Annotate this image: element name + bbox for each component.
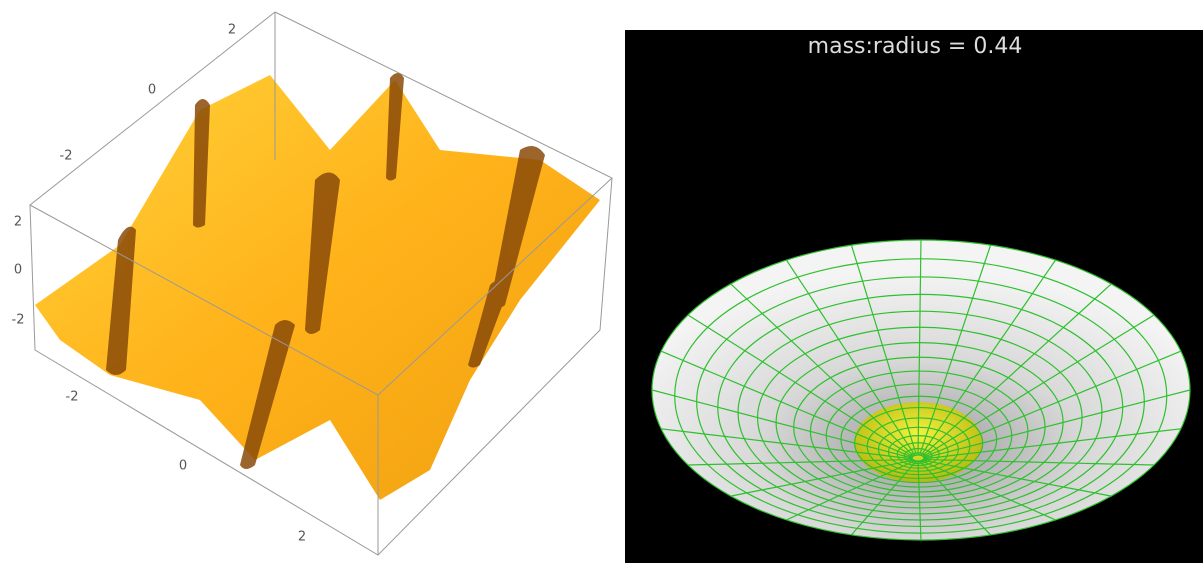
tick-label: 0 — [14, 263, 22, 278]
tick-label: 0 — [148, 83, 156, 98]
right-plot: mass:radius = 0.44 — [625, 30, 1203, 563]
tick-label: -2 — [60, 149, 73, 164]
tick-label: -2 — [66, 390, 79, 405]
tick-label: 2 — [298, 530, 306, 545]
tick-label: 2 — [228, 23, 236, 38]
figure: 2 0 -2 2 0 -2 -2 0 2 mass:radius = 0.44 — [0, 0, 1203, 563]
tick-label: -2 — [12, 313, 25, 328]
tick-label: 2 — [14, 215, 22, 230]
title: mass:radius = 0.44 — [808, 34, 1023, 59]
left-plot: 2 0 -2 2 0 -2 -2 0 2 — [12, 12, 612, 555]
tick-label: 0 — [179, 459, 187, 474]
